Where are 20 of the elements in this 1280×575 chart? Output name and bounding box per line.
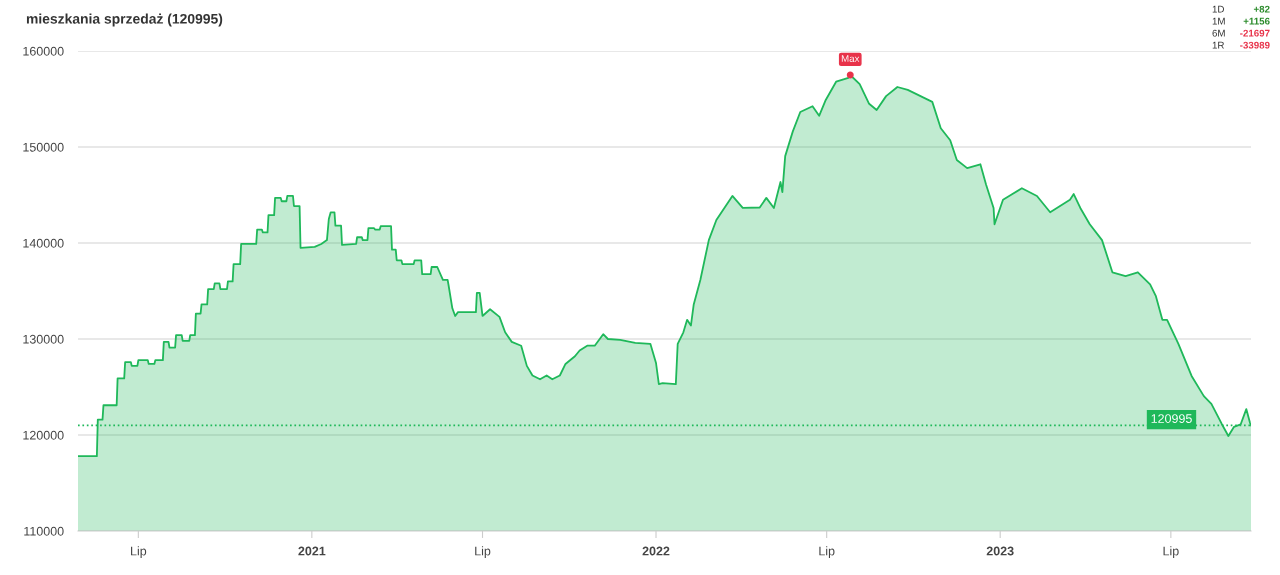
- y-tick-label: 140000: [23, 238, 64, 248]
- text: 1R -33989: [1212, 41, 1270, 49]
- y-tick-label: 160000: [23, 46, 64, 56]
- text: 1M +1156: [1212, 17, 1270, 25]
- y-tick-label: 130000: [23, 334, 64, 344]
- y-tick-label: 150000: [23, 142, 64, 152]
- y-tick-label: 120000: [23, 430, 64, 440]
- text: 6M -21697: [1212, 29, 1270, 37]
- x-tick-label: Lip: [819, 546, 835, 558]
- x-tick-label: Lip: [1163, 546, 1179, 558]
- annotation: Max: [841, 55, 860, 62]
- text: 1D +82: [1212, 5, 1270, 13]
- x-tick-label: 2023: [986, 546, 1014, 556]
- x-tick-label: Lip: [475, 546, 491, 558]
- ref-line-label: 120995: [1151, 414, 1192, 423]
- x-tick-label: 2021: [298, 546, 326, 556]
- y-tick-label: 110000: [24, 526, 64, 536]
- x-tick-label: Lip: [131, 546, 147, 558]
- chart-title: mieszkania sprzedaż (120995): [26, 13, 223, 27]
- x-tick-label: 2022: [642, 546, 670, 556]
